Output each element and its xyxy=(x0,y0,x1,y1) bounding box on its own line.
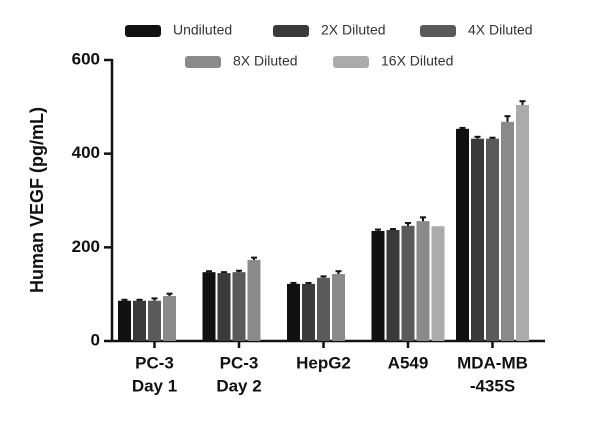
legend-swatch xyxy=(333,56,369,68)
legend-swatch xyxy=(125,25,161,37)
bar xyxy=(416,221,430,341)
bar xyxy=(133,300,146,341)
x-tick-label: A549 xyxy=(388,353,429,372)
x-tick-label: Day 2 xyxy=(216,376,261,395)
legend-label: 2X Diluted xyxy=(321,22,386,38)
legend-label: 4X Diluted xyxy=(468,22,533,38)
y-tick-label: 0 xyxy=(91,330,100,349)
bar xyxy=(302,283,315,341)
x-tick-label: PC-3 xyxy=(220,353,259,372)
bar xyxy=(148,300,161,341)
y-axis-label: Human VEGF (pg/mL) xyxy=(27,107,47,293)
bar xyxy=(163,296,176,341)
bar xyxy=(431,226,445,341)
bar xyxy=(486,138,499,341)
y-tick-label: 200 xyxy=(72,237,100,256)
x-tick-label: HepG2 xyxy=(296,353,351,372)
y-tick-label: 400 xyxy=(72,143,100,162)
x-tick-label: MDA-MB xyxy=(457,353,528,372)
y-tick-label: 600 xyxy=(72,49,100,68)
bar xyxy=(401,225,415,341)
legend-label: 16X Diluted xyxy=(381,53,453,69)
legend-swatch xyxy=(273,25,309,37)
legend-label: 8X Diluted xyxy=(233,53,298,69)
x-tick-label: Day 1 xyxy=(132,376,177,395)
bar xyxy=(287,283,300,341)
bar xyxy=(516,104,529,342)
x-tick-label: -435S xyxy=(470,376,515,395)
bar xyxy=(247,259,261,341)
bar xyxy=(232,272,246,341)
legend-label: Undiluted xyxy=(173,22,232,38)
bar xyxy=(371,230,385,341)
bar xyxy=(317,277,330,341)
bar xyxy=(202,272,216,341)
legend-swatch xyxy=(185,56,221,68)
bar xyxy=(332,274,345,341)
bar xyxy=(217,273,231,341)
x-tick-label: PC-3 xyxy=(135,353,174,372)
bar xyxy=(118,300,131,341)
bar xyxy=(471,138,484,341)
bar xyxy=(501,121,514,341)
bar xyxy=(456,128,469,341)
legend-swatch xyxy=(420,25,456,37)
bar xyxy=(386,230,400,341)
